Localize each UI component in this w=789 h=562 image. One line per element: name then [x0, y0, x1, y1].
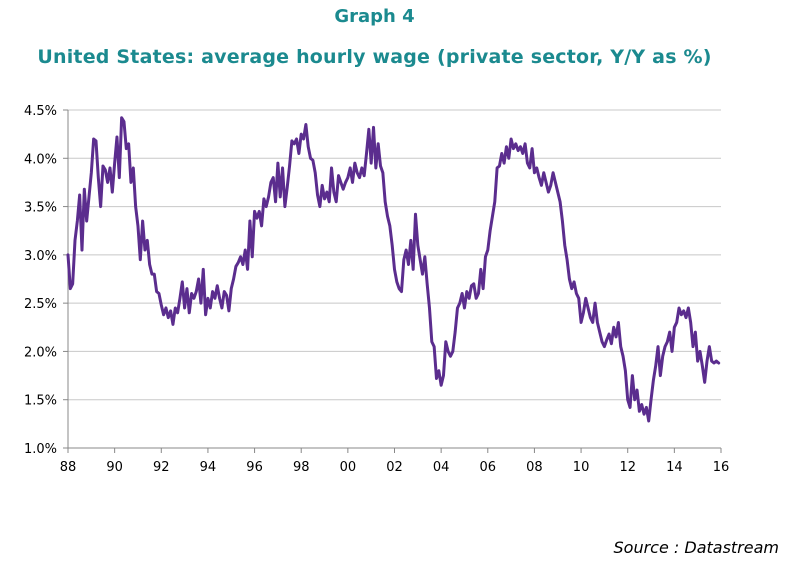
x-tick-labels: 88 90 92 94 96 98 00 02 04 06 08 10 12 14 16 [60, 460, 730, 475]
y-tick-labels: 1.0% 1.5% 2.0% 2.5% 3.0% 3.5% 4.0% 4.5% [24, 104, 57, 457]
x-tick-label: 08 [526, 460, 543, 475]
x-tick-label: 06 [480, 460, 497, 475]
y-tick-label: 4.0% [24, 152, 57, 167]
x-tick-label: 12 [619, 460, 636, 475]
y-tick-label: 2.5% [24, 297, 57, 312]
y-tick-label: 2.0% [24, 345, 57, 360]
x-tick-label: 16 [713, 460, 730, 475]
x-tick-label: 94 [200, 460, 217, 475]
y-tick-label: 1.5% [24, 394, 57, 409]
x-tick-label: 04 [433, 460, 450, 475]
y-tick-label: 1.0% [24, 442, 57, 457]
graph-number: Graph 4 [334, 6, 415, 27]
x-tick-label: 10 [573, 460, 590, 475]
x-tick-label: 92 [153, 460, 170, 475]
x-tick-label: 02 [386, 460, 403, 475]
y-tick-label: 3.0% [24, 249, 57, 264]
x-tick-label: 88 [60, 460, 77, 475]
x-tick-label: 90 [106, 460, 123, 475]
y-tick-label: 3.5% [24, 201, 57, 216]
series-layer [66, 116, 721, 423]
chart-title: United States: average hourly wage (priv… [37, 46, 712, 68]
series-line [66, 116, 721, 423]
x-tick-label: 14 [666, 460, 683, 475]
x-tick-label: 96 [246, 460, 263, 475]
y-tick-label: 4.5% [24, 104, 57, 119]
x-tick-label: 00 [340, 460, 357, 475]
gridlines [68, 109, 721, 401]
axes [63, 109, 722, 453]
x-tick-label: 98 [293, 460, 310, 475]
source-note: Source : Datastream [613, 538, 780, 557]
